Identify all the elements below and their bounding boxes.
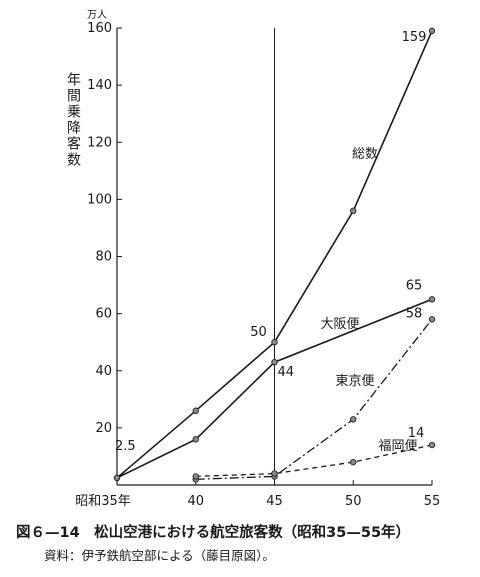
y-tick-label: 60 (95, 307, 112, 322)
series-point-2 (428, 296, 436, 303)
series-point-4 (271, 470, 278, 477)
data-label: 2.5 (115, 439, 136, 454)
data-label: 14 (408, 426, 425, 441)
series-point-4 (350, 458, 357, 466)
y-axis-label: 年間乗降客数 (65, 72, 81, 168)
series-line-3 (195, 318, 433, 480)
figure-caption: 図６—14 松山空港における航空旅客数（昭和35—55年） (16, 525, 411, 541)
x-tick-label: 50 (345, 494, 362, 509)
series-name-label: 福岡便 (378, 439, 417, 454)
series-line-2 (116, 298, 433, 479)
data-label: 65 (406, 278, 423, 293)
series-point-4 (192, 473, 199, 480)
data-label: 159 (402, 30, 427, 45)
series-point-3 (350, 416, 357, 423)
x-tick-label: 40 (187, 494, 204, 509)
y-tick-label: 100 (87, 192, 112, 207)
y-tick-label: 40 (95, 364, 112, 379)
series-point-1 (271, 338, 278, 346)
y-tick-label: 160 (87, 21, 112, 36)
series-point-1 (192, 407, 199, 414)
data-label: 58 (406, 306, 423, 321)
series-point-3 (428, 316, 436, 323)
series-point-4 (428, 441, 436, 449)
series-point-2 (192, 436, 199, 443)
x-tick-label: 昭和35年 (75, 494, 131, 509)
series-point-1 (350, 207, 357, 214)
series-name-label: 総数 (352, 147, 378, 162)
data-label: 50 (250, 325, 267, 340)
chart-series (113, 27, 436, 483)
series-name-label: 大阪便 (320, 317, 359, 332)
figure-source: 資料：伊予鉄航空部による（藤目原図）。 (44, 548, 275, 563)
series-name-label: 東京便 (335, 373, 374, 389)
data-label: 44 (278, 365, 295, 380)
y-tick-label: 20 (95, 421, 112, 436)
x-tick-label: 55 (424, 494, 441, 509)
series-point-2 (271, 358, 278, 366)
series-point-2 (113, 474, 121, 482)
y-tick-label: 140 (87, 78, 112, 93)
x-tick-label: 45 (266, 494, 283, 509)
series-line-4 (195, 444, 433, 478)
y-unit-label: 万人 (87, 9, 107, 21)
chart-axes: 20 40 60 80 100 120 140 160 昭和35年 40 45 50 55 万人年間乗降客… (65, 9, 440, 509)
y-tick-label: 120 (87, 135, 112, 150)
y-tick-label: 80 (95, 250, 112, 265)
series-point-1 (428, 27, 436, 35)
